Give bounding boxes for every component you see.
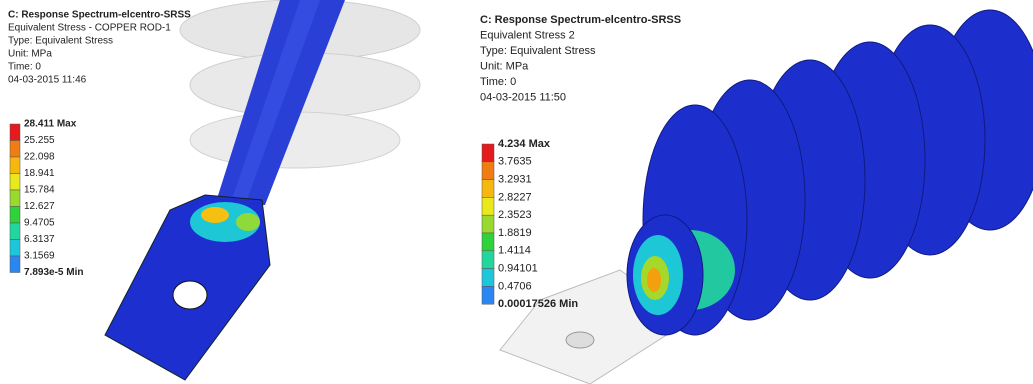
legend-label: 3.7635	[498, 156, 532, 168]
legend-label: 1.8819	[498, 227, 532, 239]
legend-swatch	[10, 174, 20, 191]
header-title: C: Response Spectrum-elcentro-SRSS	[480, 14, 681, 26]
legend-swatch	[10, 223, 20, 240]
header-line: Unit: MPa	[480, 60, 529, 72]
legend-swatch	[482, 144, 494, 162]
legend-swatch	[482, 251, 494, 269]
legend-swatch	[482, 180, 494, 198]
header-line: Equivalent Stress 2	[480, 29, 575, 41]
legend-swatch	[10, 157, 20, 174]
legend-label: 0.4706	[498, 280, 532, 292]
legend-swatch	[482, 286, 494, 304]
legend-swatch	[482, 197, 494, 215]
legend-swatch	[482, 215, 494, 233]
right-model	[500, 10, 1033, 384]
legend-swatch	[10, 240, 20, 257]
legend-swatch	[10, 256, 20, 273]
screenshot: C: Response Spectrum-elcentro-SRSS Equiva…	[0, 0, 1033, 384]
header-title: C: Response Spectrum-elcentro-SRSS	[8, 10, 191, 21]
legend-label: 9.4705	[24, 218, 55, 229]
legend-label: 3.1569	[24, 251, 55, 262]
legend-label: 0.00017526 Min	[498, 298, 578, 310]
header-line: 04-03-2015 11:50	[480, 91, 566, 103]
legend-label: 18.941	[24, 168, 55, 179]
header-line: 04-03-2015 11:46	[8, 75, 87, 86]
legend-swatch	[10, 207, 20, 224]
legend-label: 28.411 Max	[24, 119, 77, 130]
legend-label: 3.2931	[498, 174, 532, 186]
legend-label: 7.893e-5 Min	[24, 267, 83, 278]
header-line: Type: Equivalent Stress	[8, 36, 113, 47]
legend-label: 15.784	[24, 185, 55, 196]
legend-label: 6.3137	[24, 234, 55, 245]
header-line: Time: 0	[480, 76, 516, 88]
legend-swatch	[10, 124, 20, 141]
header-line: Equivalent Stress - COPPER ROD-1	[8, 23, 171, 34]
left-model	[105, 0, 420, 380]
legend-label: 2.3523	[498, 209, 532, 221]
header-line: Type: Equivalent Stress	[480, 45, 596, 57]
legend-label: 0.94101	[498, 263, 538, 275]
legend-label: 2.8227	[498, 191, 532, 203]
header-line: Time: 0	[8, 62, 41, 73]
legend-swatch	[482, 162, 494, 180]
legend-swatch	[482, 233, 494, 251]
legend-label: 4.234 Max	[498, 138, 551, 150]
legend-swatch	[10, 141, 20, 158]
legend-label: 1.4114	[498, 245, 531, 257]
legend-label: 22.098	[24, 152, 55, 163]
legend-swatch	[10, 190, 20, 207]
legend-label: 25.255	[24, 135, 55, 146]
header-line: Unit: MPa	[8, 49, 52, 60]
legend-swatch	[482, 269, 494, 287]
legend-label: 12.627	[24, 201, 55, 212]
